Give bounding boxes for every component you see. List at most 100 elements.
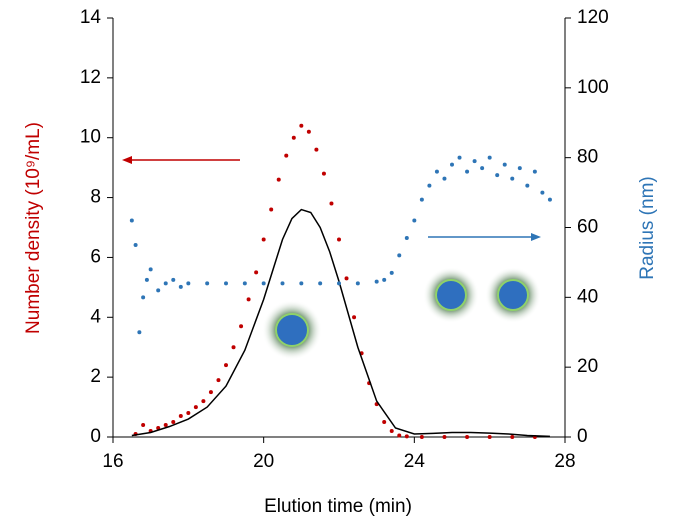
data-point (495, 173, 500, 178)
data-point (318, 281, 323, 286)
y-tick-label: 10 (80, 127, 101, 148)
data-point (382, 277, 387, 282)
data-point (419, 197, 424, 202)
data-point (337, 237, 341, 242)
data-point (261, 237, 266, 242)
x-axis-label: Elution time (min) (264, 496, 412, 517)
data-point (337, 281, 341, 286)
data-point (186, 281, 191, 286)
data-point (205, 281, 210, 286)
data-point (284, 153, 289, 158)
y-tick-label: 6 (90, 246, 101, 267)
data-point (276, 177, 281, 182)
data-point (547, 197, 552, 202)
data-point (382, 420, 387, 425)
data-point (487, 435, 492, 439)
data-point (465, 435, 470, 439)
y2-axis-label: Radius (nm) (637, 176, 658, 279)
x-tick-label: 28 (554, 451, 575, 472)
data-point (137, 330, 142, 335)
data-point (450, 162, 454, 167)
data-point (352, 315, 357, 320)
data-point (224, 281, 228, 286)
data-point (442, 435, 447, 439)
data-point (306, 129, 311, 134)
y-tick-label: 4 (90, 306, 101, 327)
data-point (487, 155, 492, 160)
data-point (280, 281, 285, 286)
data-point (246, 297, 251, 302)
data-point (133, 242, 138, 247)
x-tick-label: 20 (253, 451, 274, 472)
data-point (141, 423, 146, 428)
data-point (231, 345, 236, 350)
data-point (144, 277, 149, 282)
data-point (186, 411, 191, 416)
data-point (156, 288, 161, 293)
data-point (442, 176, 447, 181)
y2-tick-label: 20 (577, 356, 598, 377)
data-point (355, 281, 360, 286)
arrows (122, 156, 541, 241)
particle-icons (262, 267, 541, 360)
data-point (412, 218, 417, 223)
y-tick-label: 8 (90, 187, 101, 208)
data-point (163, 423, 168, 428)
data-point (291, 135, 296, 140)
data-point (321, 171, 326, 176)
data-point (404, 235, 409, 240)
y2-tick-label: 120 (577, 7, 609, 28)
data-point (329, 201, 334, 206)
data-point (129, 218, 134, 223)
data-point (261, 281, 266, 286)
x-tick-label: 16 (102, 451, 123, 472)
data-point (242, 281, 247, 286)
data-point (389, 270, 394, 275)
data-point (397, 253, 402, 258)
data-point (419, 435, 424, 439)
data-point (299, 123, 304, 128)
y2-tick-label: 80 (577, 147, 598, 168)
data-point (299, 281, 304, 286)
y2-tick-label: 60 (577, 217, 598, 238)
y-tick-label: 12 (80, 67, 101, 88)
x-tick-label: 24 (404, 451, 426, 472)
data-point (269, 207, 274, 212)
data-point (344, 276, 349, 281)
y-tick-label: 14 (80, 7, 102, 28)
data-point (472, 159, 477, 164)
data-point (404, 434, 409, 439)
data-point (517, 166, 522, 171)
data-point (314, 147, 319, 152)
data-point (540, 190, 545, 195)
y-tick-label: 0 (90, 426, 101, 447)
data-line (131, 208, 550, 438)
data-point (216, 378, 221, 383)
data-point (201, 399, 206, 404)
data-point (480, 166, 485, 171)
data-point (465, 169, 470, 174)
y-tick-label: 2 (90, 366, 101, 387)
data-point (525, 183, 530, 188)
data-point (148, 267, 153, 272)
data-point (178, 284, 183, 289)
data-point (224, 363, 228, 368)
data-point (457, 155, 462, 160)
data-point (141, 295, 146, 300)
data-point (254, 270, 259, 275)
y-axis-label: Number density (10⁹/mL) (23, 122, 44, 334)
y2-tick-label: 40 (577, 286, 598, 307)
data-point (532, 169, 537, 174)
data-point (171, 277, 176, 282)
data-point (239, 324, 244, 329)
data-point (510, 435, 515, 439)
data-point (434, 169, 439, 174)
data-point (178, 414, 183, 419)
data-point (208, 390, 213, 395)
y2-tick-label: 100 (577, 77, 609, 98)
data-point (502, 162, 507, 167)
data-point (171, 420, 176, 425)
data-point (163, 281, 168, 286)
data-point (389, 429, 394, 434)
